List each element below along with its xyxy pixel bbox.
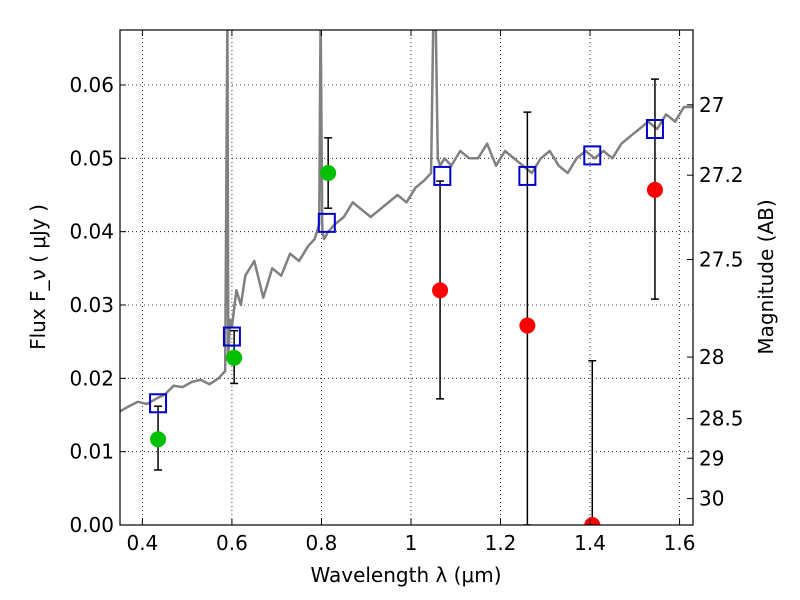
model-square <box>518 165 537 186</box>
y-tick-label: 0.04 <box>69 220 114 244</box>
right-tick-label: 29 <box>699 446 724 470</box>
x-tick-label: 0.8 <box>306 531 338 555</box>
data-point <box>432 282 449 299</box>
series-layer <box>120 30 693 525</box>
data-point <box>519 317 536 334</box>
y-axis-title: Flux F_ν ( μJy ) <box>26 204 50 350</box>
x-axis-title: Wavelength λ (μm) <box>310 563 501 587</box>
data-point <box>150 431 167 448</box>
right-tick-label: 28.5 <box>699 407 744 431</box>
plot-frame <box>119 29 694 526</box>
right-tick-label: 27 <box>699 93 724 117</box>
model-square <box>583 145 602 166</box>
spectrum-line <box>120 30 693 413</box>
x-tick-label: 1 <box>405 531 418 555</box>
y-tick-label: 0.03 <box>69 293 114 317</box>
x-tick-label: 1.6 <box>664 531 696 555</box>
y-tick-label: 0.01 <box>69 440 114 464</box>
right-axis-title: Magnitude (AB) <box>754 199 778 354</box>
y-tick-label: 0.06 <box>69 73 114 97</box>
right-tick-label: 28 <box>699 345 724 369</box>
grid <box>120 30 693 525</box>
model-square <box>317 212 336 233</box>
y-tick-label: 0.05 <box>69 146 114 170</box>
data-point <box>584 517 601 525</box>
model-square <box>149 393 168 414</box>
x-tick-label: 0.6 <box>216 531 248 555</box>
data-point <box>646 181 663 198</box>
x-tick-label: 1.2 <box>485 531 517 555</box>
y-tick-label: 0.02 <box>69 366 114 390</box>
model-square <box>645 119 664 139</box>
right-tick-label: 27.2 <box>699 163 744 187</box>
axis-ticks: 0.4 0.6 0.8 1 1.2 1.4 1.6 0.00 0.01 0.02 0.03 0.04 0… <box>69 30 744 555</box>
x-tick-label: 1.4 <box>574 531 606 555</box>
x-tick-label: 0.4 <box>126 531 158 555</box>
model-square <box>222 326 241 347</box>
right-tick-label: 27.5 <box>699 248 744 272</box>
data-point <box>226 349 243 366</box>
model-square <box>433 165 452 186</box>
data-point <box>320 165 337 181</box>
y-tick-label: 0.00 <box>69 513 114 537</box>
right-tick-label: 30 <box>699 487 724 511</box>
